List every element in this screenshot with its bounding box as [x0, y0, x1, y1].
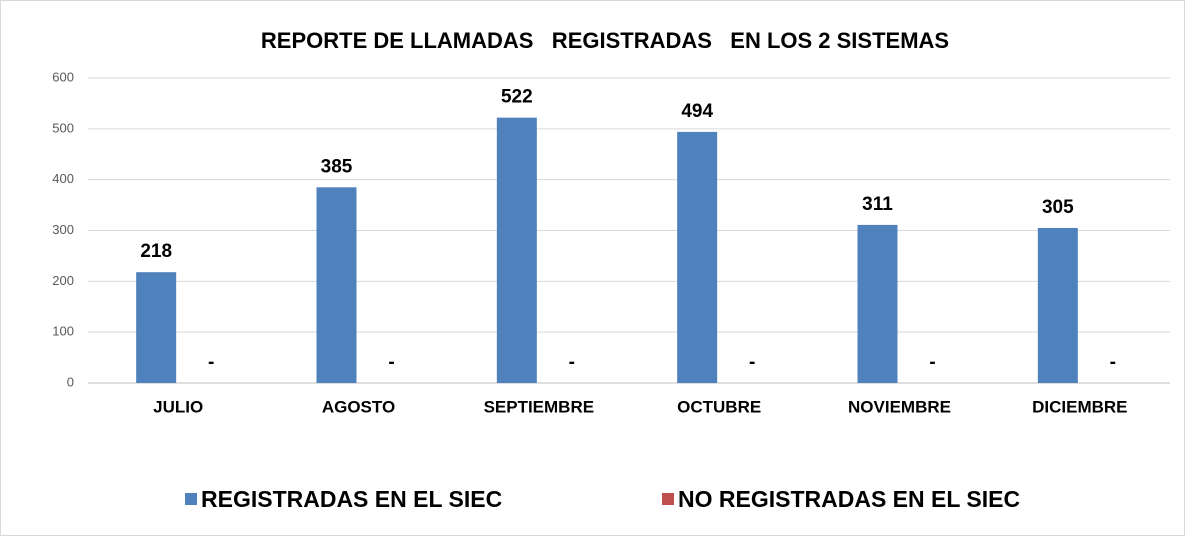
bar [136, 272, 177, 383]
y-tick-label: 600 [52, 69, 74, 84]
value-label: 385 [321, 156, 353, 177]
y-tick-label: 100 [52, 324, 74, 339]
x-tick-label: AGOSTO [322, 397, 395, 416]
bar [1037, 227, 1078, 383]
x-tick-label: OCTUBRE [677, 397, 761, 416]
value-label: 305 [1042, 197, 1074, 218]
bar [496, 117, 537, 384]
bar [677, 131, 718, 383]
legend-swatch [662, 493, 674, 505]
x-tick-label: DICIEMBRE [1032, 397, 1127, 416]
x-tick-label: NOVIEMBRE [848, 397, 951, 416]
value-label: - [929, 352, 935, 373]
chart-title: REPORTE DE LLAMADAS REGISTRADAS EN LOS 2… [261, 28, 949, 53]
value-label: 311 [862, 194, 893, 215]
bar [316, 187, 357, 383]
x-tick-label: JULIO [153, 397, 203, 416]
value-label: 522 [501, 87, 533, 108]
y-tick-label: 200 [52, 273, 74, 288]
legend-label: NO REGISTRADAS EN EL SIEC [678, 486, 1020, 512]
value-label: - [208, 352, 214, 373]
value-label: - [388, 352, 394, 373]
legend-swatch [185, 493, 197, 505]
y-tick-label: 500 [52, 120, 74, 135]
value-label: 494 [681, 101, 713, 122]
x-tick-label: SEPTIEMBRE [484, 397, 595, 416]
value-label: - [1110, 352, 1116, 373]
y-tick-label: 0 [67, 374, 74, 389]
y-tick-label: 300 [52, 222, 74, 237]
y-tick-label: 400 [52, 171, 74, 186]
value-label: - [569, 352, 575, 373]
legend-label: REGISTRADAS EN EL SIEC [201, 486, 502, 512]
value-label: 218 [140, 241, 172, 262]
bar [857, 224, 898, 383]
value-label: - [749, 352, 755, 373]
